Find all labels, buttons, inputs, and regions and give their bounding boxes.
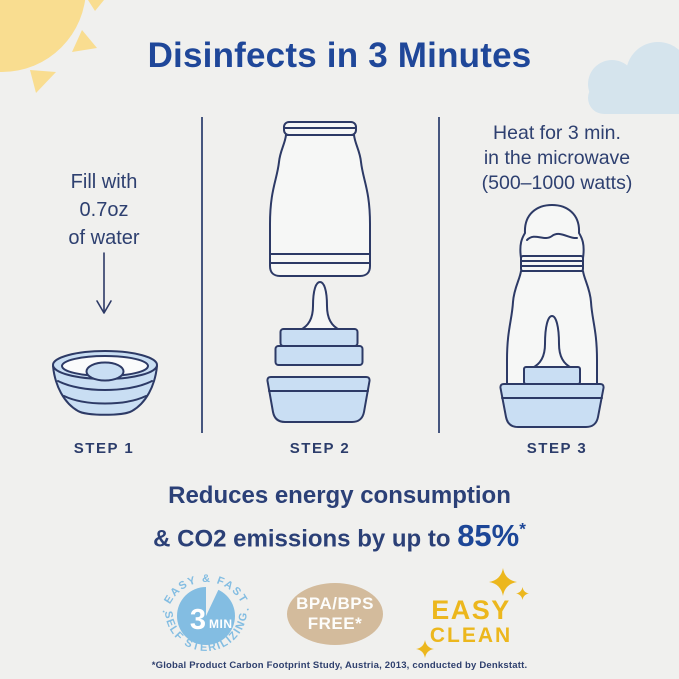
three-min-self-sterilizing-badge: 3 MIN · EASY & FAST · SELF STERILIZING xyxy=(158,573,252,654)
step3-label: STEP 3 xyxy=(526,440,588,457)
benefit-statement: Reduces energy consumption & CO2 emissio… xyxy=(0,480,679,557)
bottle-parts-illustration xyxy=(266,121,371,423)
three-min-number: 3 xyxy=(190,604,206,636)
step3-instruction-line: (500–1000 watts) xyxy=(481,172,633,194)
benefit-line1: Reduces energy consumption xyxy=(168,482,511,509)
benefit-highlight: 85%* xyxy=(457,518,526,554)
arrow-down-icon xyxy=(96,252,112,314)
bpa-bps-free-badge: BPA/BPS FREE* xyxy=(287,583,383,645)
benefit-asterisk-mark: * xyxy=(519,520,526,539)
assembled-bottle-illustration xyxy=(499,204,605,428)
easy-clean-badge: EASY CLEAN xyxy=(425,595,517,647)
step2-label: STEP 2 xyxy=(289,440,351,457)
sterilizer-bowl-illustration xyxy=(52,350,158,416)
sparkle-icon xyxy=(416,640,434,658)
step1-instruction: Fill with 0.7oz of water xyxy=(24,168,184,252)
sparkle-icon xyxy=(489,568,517,596)
step1-instruction-line: Fill with xyxy=(70,171,138,193)
step1-instruction-line: of water xyxy=(68,227,140,249)
cloud-icon xyxy=(588,42,679,114)
column-divider-left xyxy=(201,117,203,433)
bpa-badge-line1: BPA/BPS xyxy=(296,594,374,613)
easy-clean-line1: EASY xyxy=(431,595,511,625)
step3-instruction-line: in the microwave xyxy=(483,147,631,169)
page-title: Disinfects in 3 Minutes xyxy=(147,36,532,75)
three-min-unit: MIN xyxy=(209,617,233,631)
step1-label: STEP 1 xyxy=(73,440,135,457)
benefit-line2-prefix: & CO2 emissions by up to xyxy=(153,525,458,553)
footnote: *Global Product Carbon Footprint Study, … xyxy=(151,660,528,671)
step3-instruction-line: Heat for 3 min. xyxy=(493,122,621,144)
sun-icon xyxy=(0,0,104,93)
benefit-line2: & CO2 emissions by up to 85%* xyxy=(0,512,679,557)
step3-instruction: Heat for 3 min. in the microwave (500–10… xyxy=(458,121,656,196)
step1-instruction-line: 0.7oz xyxy=(79,199,129,221)
bpa-badge-line2: FREE* xyxy=(307,614,363,633)
column-divider-right xyxy=(438,117,440,433)
sparkle-icon xyxy=(516,587,529,600)
easy-clean-line2: CLEAN xyxy=(429,624,513,647)
